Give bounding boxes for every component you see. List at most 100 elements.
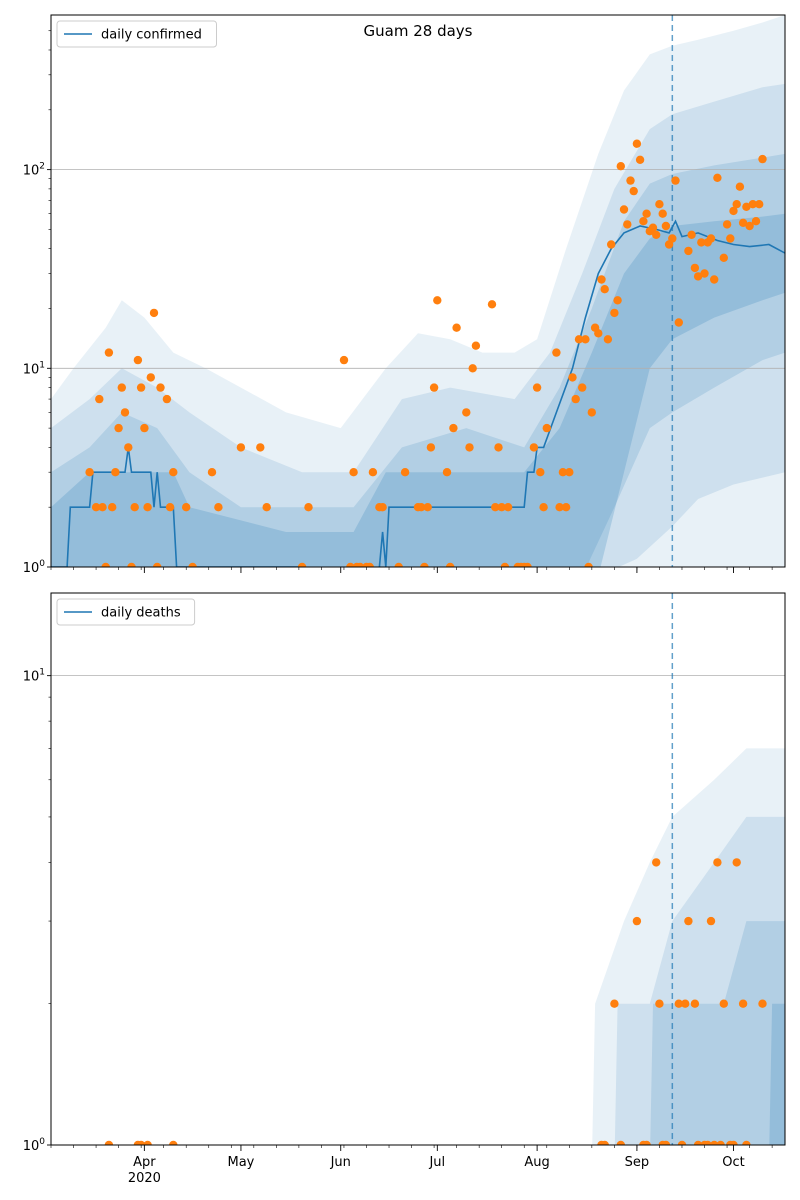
observed-point xyxy=(114,423,123,433)
observed-point xyxy=(98,503,107,512)
uncertainty-band-inner xyxy=(650,921,785,1145)
x-tick-label: Sep xyxy=(625,1155,650,1170)
observed-point xyxy=(587,408,596,417)
observed-point xyxy=(729,1140,738,1145)
observed-point xyxy=(491,503,500,512)
observed-point xyxy=(639,217,648,226)
axes-frame xyxy=(50,14,786,568)
observed-point xyxy=(597,275,606,284)
observed-point xyxy=(355,562,365,567)
observed-point xyxy=(607,240,616,249)
observed-point xyxy=(745,221,754,231)
x-tick-label: Apr xyxy=(133,1155,156,1170)
observed-point xyxy=(462,408,471,417)
axes-frame xyxy=(50,592,786,1146)
observed-point xyxy=(182,503,191,512)
observed-point xyxy=(539,503,548,512)
observed-point xyxy=(104,1140,114,1145)
observed-point xyxy=(349,468,358,477)
observed-point xyxy=(677,1140,687,1145)
observed-point xyxy=(742,1140,751,1145)
observed-point xyxy=(91,503,101,512)
uncertainty-band-mid xyxy=(51,83,785,567)
observed-point xyxy=(471,341,481,350)
observed-point xyxy=(571,394,580,404)
observed-point xyxy=(655,200,664,209)
observed-point xyxy=(400,468,410,477)
observed-point xyxy=(565,468,574,477)
observed-point xyxy=(146,373,155,382)
observed-point xyxy=(687,230,696,239)
observed-point xyxy=(256,443,265,452)
y-tick-label: 101 xyxy=(23,668,45,685)
uncertainty-band-mid xyxy=(614,816,785,1145)
observed-point xyxy=(339,355,349,365)
observed-point xyxy=(729,206,738,216)
observed-point xyxy=(635,155,645,164)
observed-point xyxy=(487,300,497,309)
observed-point xyxy=(542,423,551,433)
observed-point xyxy=(236,443,246,452)
observed-point xyxy=(732,200,741,209)
observed-point xyxy=(555,503,564,512)
observed-point xyxy=(661,1140,671,1145)
y-tick-label: 100 xyxy=(23,1137,46,1154)
observed-point xyxy=(494,443,503,452)
observed-point xyxy=(713,173,722,182)
legend-box xyxy=(56,598,196,626)
legend-box xyxy=(56,20,217,48)
observed-point xyxy=(671,176,680,185)
observed-point xyxy=(661,221,671,231)
observed-point xyxy=(693,272,703,281)
observed-point xyxy=(394,562,403,567)
observed-point xyxy=(169,1140,178,1145)
observed-point xyxy=(697,238,706,247)
observed-point xyxy=(648,223,658,232)
observed-point xyxy=(674,999,683,1008)
observed-point xyxy=(710,1140,719,1145)
observed-point xyxy=(442,468,452,477)
observed-point xyxy=(120,408,130,417)
observed-point xyxy=(304,503,313,512)
observed-point xyxy=(124,443,133,452)
observed-point xyxy=(581,335,590,344)
observed-point xyxy=(652,230,661,239)
observed-point xyxy=(365,562,374,567)
observed-point xyxy=(619,205,629,214)
observed-point xyxy=(446,562,455,567)
observed-point xyxy=(429,383,439,392)
observed-point xyxy=(108,503,117,512)
x-tick-label: Jun xyxy=(330,1155,351,1170)
observed-point xyxy=(684,916,693,926)
observed-point xyxy=(713,858,722,867)
median-line xyxy=(51,219,785,567)
observed-point xyxy=(693,1140,703,1145)
observed-point xyxy=(726,234,735,243)
observed-point xyxy=(449,423,458,433)
observed-point xyxy=(149,308,159,318)
legend-label: daily deaths xyxy=(101,606,181,621)
observed-point xyxy=(642,1140,651,1145)
observed-point xyxy=(652,858,661,867)
legend: daily confirmed xyxy=(56,20,217,48)
observed-point xyxy=(600,1140,609,1145)
plot-area xyxy=(51,593,785,1145)
observed-point xyxy=(668,234,677,243)
observed-point xyxy=(561,503,571,512)
y-tick-label: 100 xyxy=(23,559,46,576)
chart-title: Guam 28 days xyxy=(364,22,473,40)
uncertainty-band-outer xyxy=(51,15,785,567)
observed-point xyxy=(758,999,767,1008)
observed-point xyxy=(632,139,642,148)
observed-point xyxy=(623,220,632,229)
observed-point xyxy=(735,182,745,191)
observed-point xyxy=(700,269,709,278)
observed-point xyxy=(153,562,162,567)
observed-point xyxy=(162,394,172,404)
observed-point xyxy=(529,443,539,452)
observed-point xyxy=(95,394,104,404)
observed-point xyxy=(262,503,271,512)
observed-point xyxy=(674,318,683,327)
observed-point xyxy=(603,335,613,344)
